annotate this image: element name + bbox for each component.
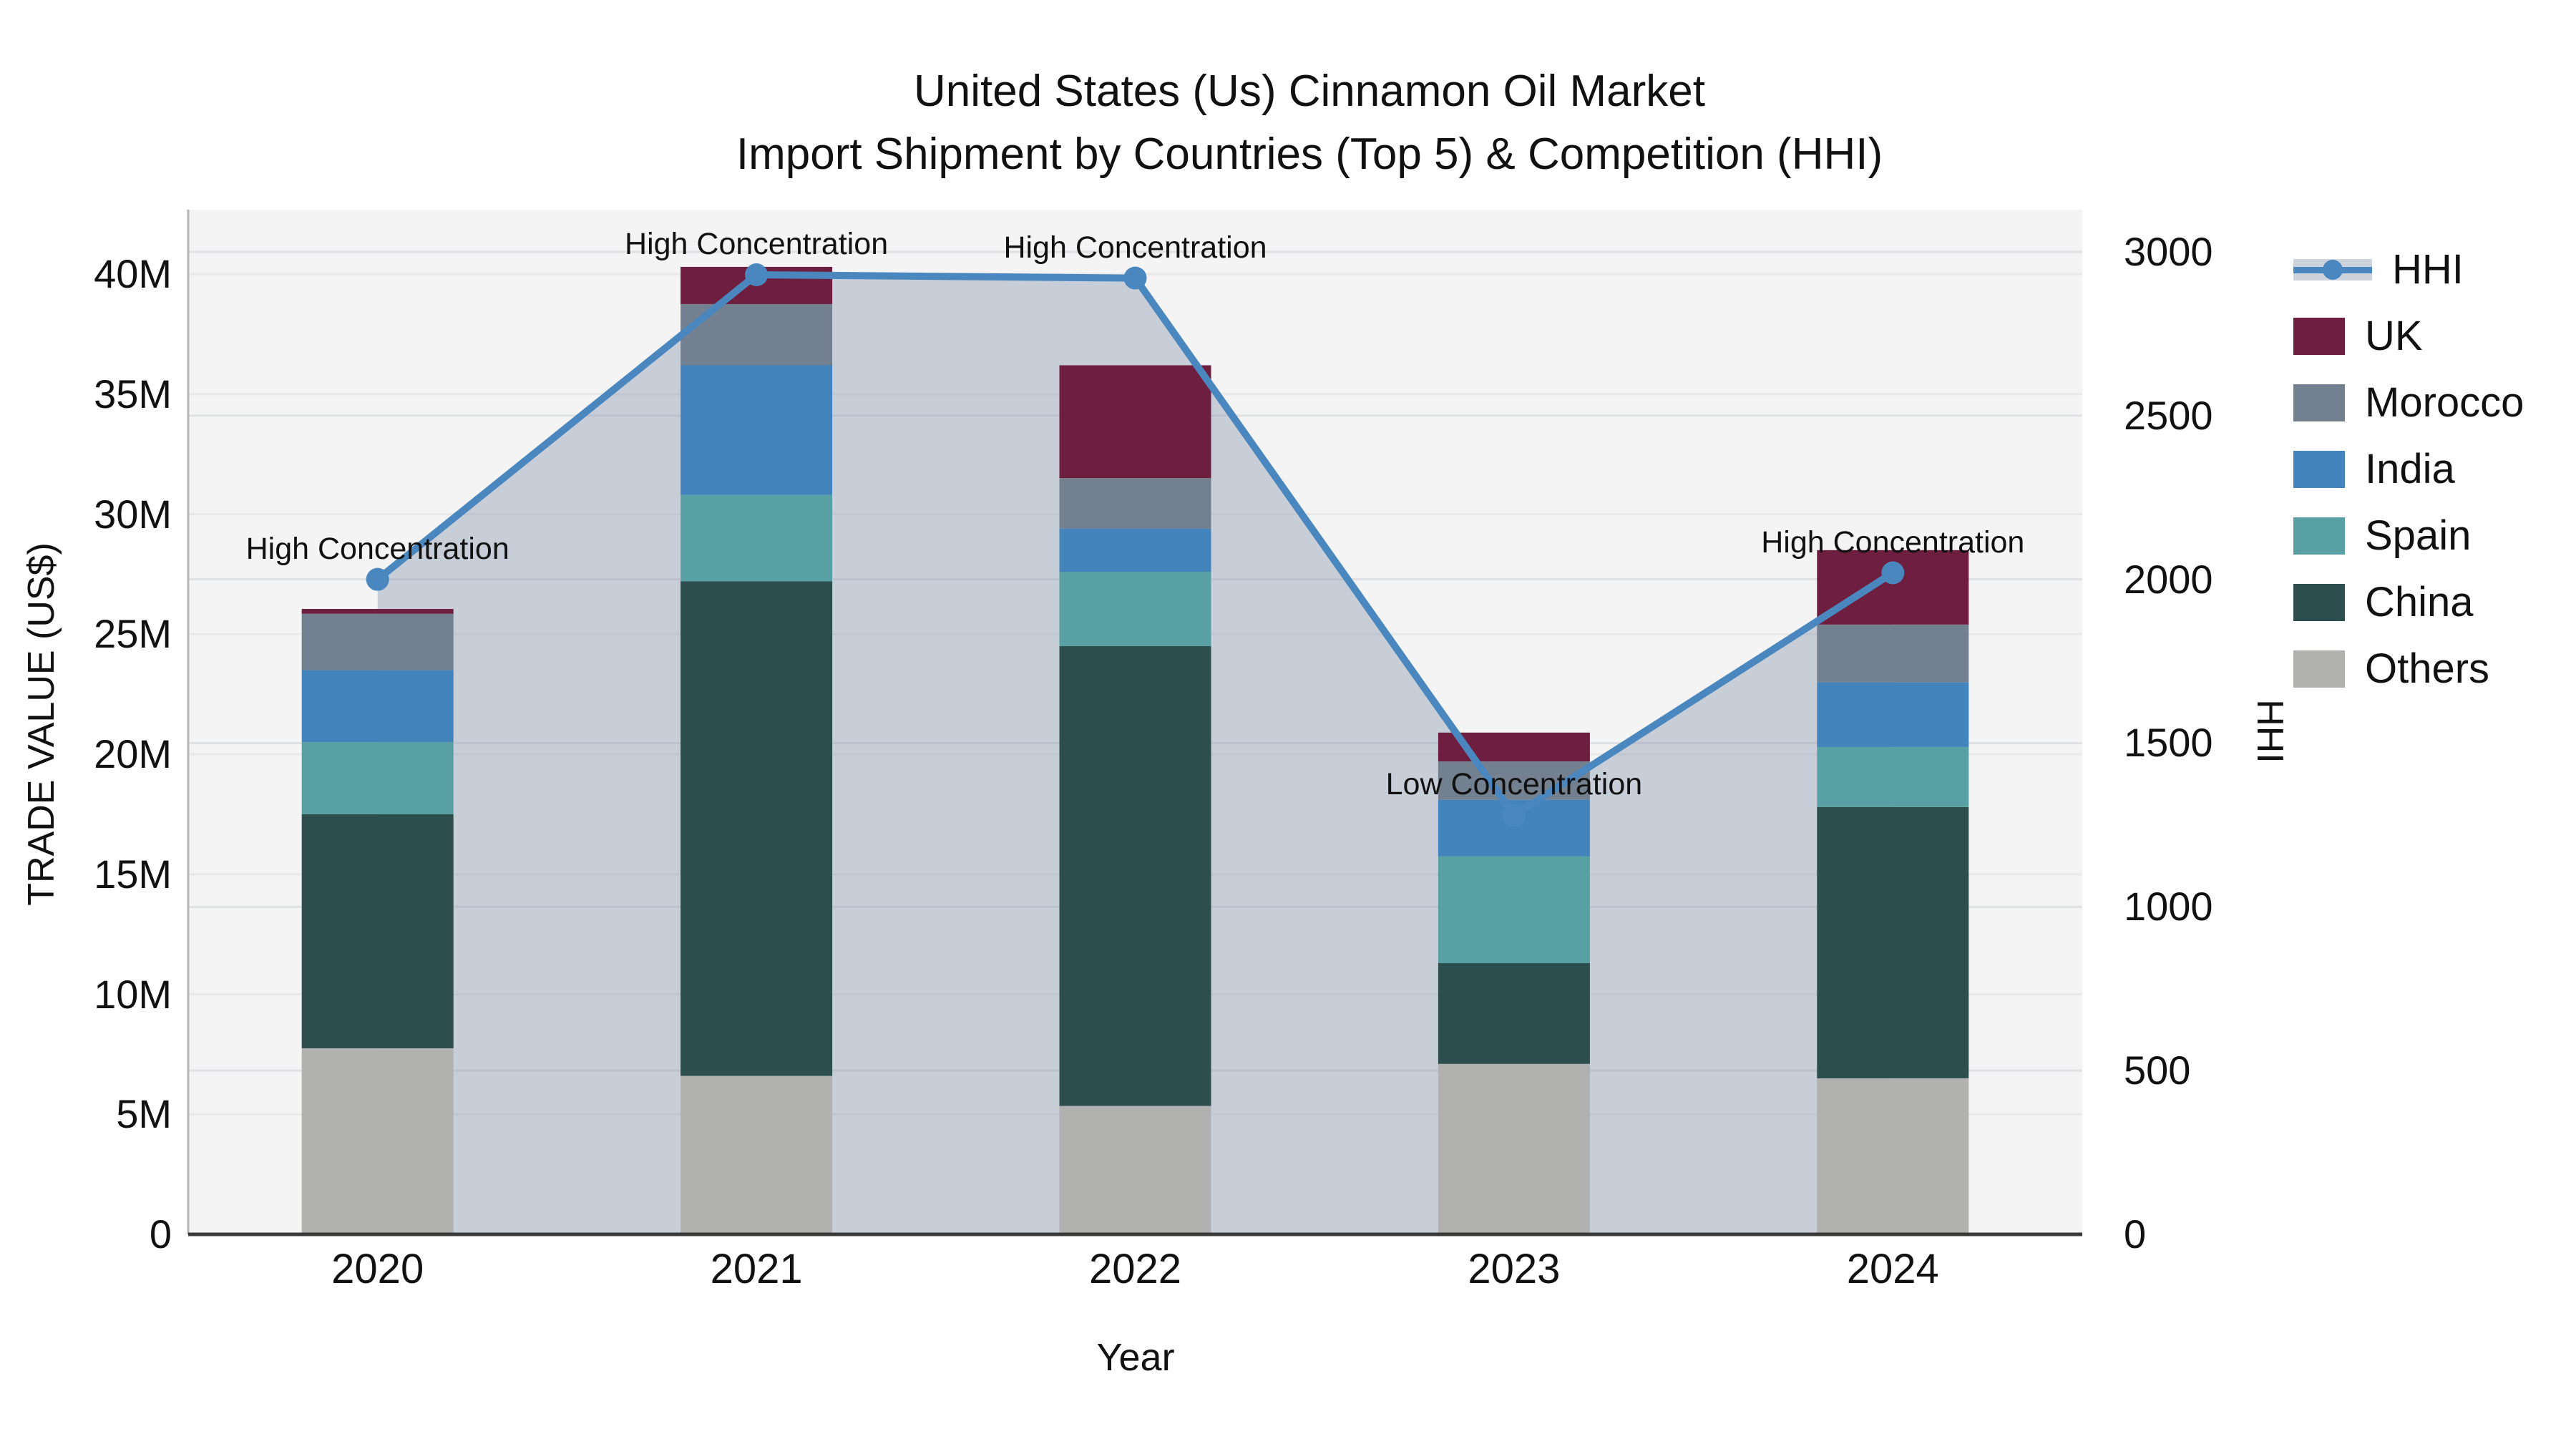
- bar-segment-china-2022: [1059, 646, 1211, 1106]
- y-right-tick-2000: 2000: [2124, 556, 2213, 602]
- legend-item-uk: UK: [2293, 303, 2524, 369]
- y-right-tick-1000: 1000: [2124, 884, 2213, 930]
- legend-item-hhi: HHI: [2293, 236, 2524, 303]
- y-left-tick-35M: 35M: [94, 371, 172, 416]
- hhi-annotation-2022: High Concentration: [1003, 230, 1267, 265]
- bar-segment-china-2024: [1817, 806, 1969, 1078]
- legend-label: UK: [2365, 313, 2423, 359]
- legend-label: China: [2365, 579, 2474, 625]
- bar-segment-others-2022: [1059, 1106, 1211, 1234]
- y-right-tick-2500: 2500: [2124, 392, 2213, 438]
- bar-segment-uk-2020: [301, 609, 454, 614]
- bar-segment-india-2022: [1059, 528, 1211, 572]
- legend-label: Others: [2365, 645, 2490, 692]
- y-left-tick-40M: 40M: [94, 251, 172, 296]
- legend-item-spain: Spain: [2293, 502, 2524, 569]
- hhi-marker-2020: [366, 567, 389, 591]
- hhi-marker-2021: [745, 263, 769, 287]
- china-color-swatch: [2293, 583, 2345, 621]
- morocco-color-swatch: [2293, 384, 2345, 421]
- y-right-tick-0: 0: [2124, 1211, 2147, 1257]
- chart-title-line1: United States (Us) Cinnamon Oil Market: [913, 67, 1706, 116]
- hhi-marker-glyph: [2323, 259, 2343, 280]
- y-right-tick-1500: 1500: [2124, 720, 2213, 766]
- y-right-tick-3000: 3000: [2124, 228, 2213, 274]
- legend-label: India: [2365, 446, 2455, 492]
- bar-segment-india-2021: [680, 365, 833, 495]
- x-tick-2022: 2022: [1088, 1246, 1182, 1292]
- bar-segment-uk-2022: [1059, 365, 1211, 479]
- hhi-marker-2024: [1881, 561, 1905, 585]
- bar-segment-spain-2022: [1059, 572, 1211, 647]
- hhi-annotation-2020: High Concentration: [245, 531, 509, 566]
- legend-item-india: India: [2293, 436, 2524, 502]
- hhi-marker-2023: [1502, 804, 1526, 827]
- bar-segment-india-2024: [1817, 682, 1969, 747]
- y-right-tick-500: 500: [2124, 1048, 2191, 1093]
- others-color-swatch: [2293, 650, 2345, 688]
- y-left-tick-10M: 10M: [94, 971, 172, 1017]
- x-tick-2020: 2020: [331, 1246, 424, 1292]
- legend: HHI UK Morocco India Spain China Others: [2293, 236, 2524, 702]
- bar-segment-others-2023: [1438, 1063, 1590, 1234]
- y-left-tick-5M: 5M: [116, 1091, 172, 1137]
- legend-item-china: China: [2293, 569, 2524, 635]
- bar-segment-spain-2023: [1438, 856, 1590, 963]
- bar-segment-morocco-2020: [301, 613, 454, 670]
- x-tick-2021: 2021: [710, 1246, 803, 1292]
- uk-color-swatch: [2293, 317, 2345, 355]
- y-left-tick-30M: 30M: [94, 491, 172, 537]
- bar-segment-china-2021: [680, 581, 833, 1076]
- spain-color-swatch: [2293, 517, 2345, 555]
- legend-label: Spain: [2365, 512, 2472, 559]
- bar-segment-morocco-2024: [1817, 624, 1969, 683]
- bar-segment-spain-2020: [301, 742, 454, 814]
- y-left-tick-0: 0: [149, 1211, 172, 1257]
- hhi-annotation-2023: Low Concentration: [1385, 767, 1643, 802]
- bar-segment-china-2020: [301, 814, 454, 1048]
- bar-segment-others-2020: [301, 1048, 454, 1234]
- bar-segment-spain-2021: [680, 494, 833, 582]
- hhi-annotation-2024: High Concentration: [1761, 525, 2025, 560]
- bar-segment-india-2020: [301, 670, 454, 743]
- india-color-swatch: [2293, 450, 2345, 488]
- chart-title-line2: Import Shipment by Countries (Top 5) & C…: [736, 130, 1883, 179]
- legend-label: HHI: [2392, 246, 2464, 293]
- legend-label: Morocco: [2365, 379, 2524, 426]
- y-left-tick-15M: 15M: [94, 851, 172, 897]
- x-tick-2023: 2023: [1468, 1246, 1561, 1292]
- legend-item-others: Others: [2293, 635, 2524, 702]
- hhi-annotation-2021: High Concentration: [625, 227, 889, 262]
- bar-segment-others-2024: [1817, 1078, 1969, 1234]
- hhi-line-swatch: [2293, 254, 2372, 286]
- bar-segment-morocco-2022: [1059, 478, 1211, 529]
- y-left-tick-25M: 25M: [94, 611, 172, 657]
- bar-segment-uk-2024: [1817, 550, 1969, 625]
- bar-segment-others-2021: [680, 1075, 833, 1234]
- y-left-tick-20M: 20M: [94, 731, 172, 776]
- bar-segment-china-2023: [1438, 962, 1590, 1064]
- x-tick-2024: 2024: [1846, 1246, 1939, 1292]
- bar-segment-spain-2024: [1817, 746, 1969, 807]
- hhi-marker-2022: [1123, 266, 1147, 290]
- legend-item-morocco: Morocco: [2293, 369, 2524, 436]
- x-axis-title: Year: [1096, 1336, 1175, 1379]
